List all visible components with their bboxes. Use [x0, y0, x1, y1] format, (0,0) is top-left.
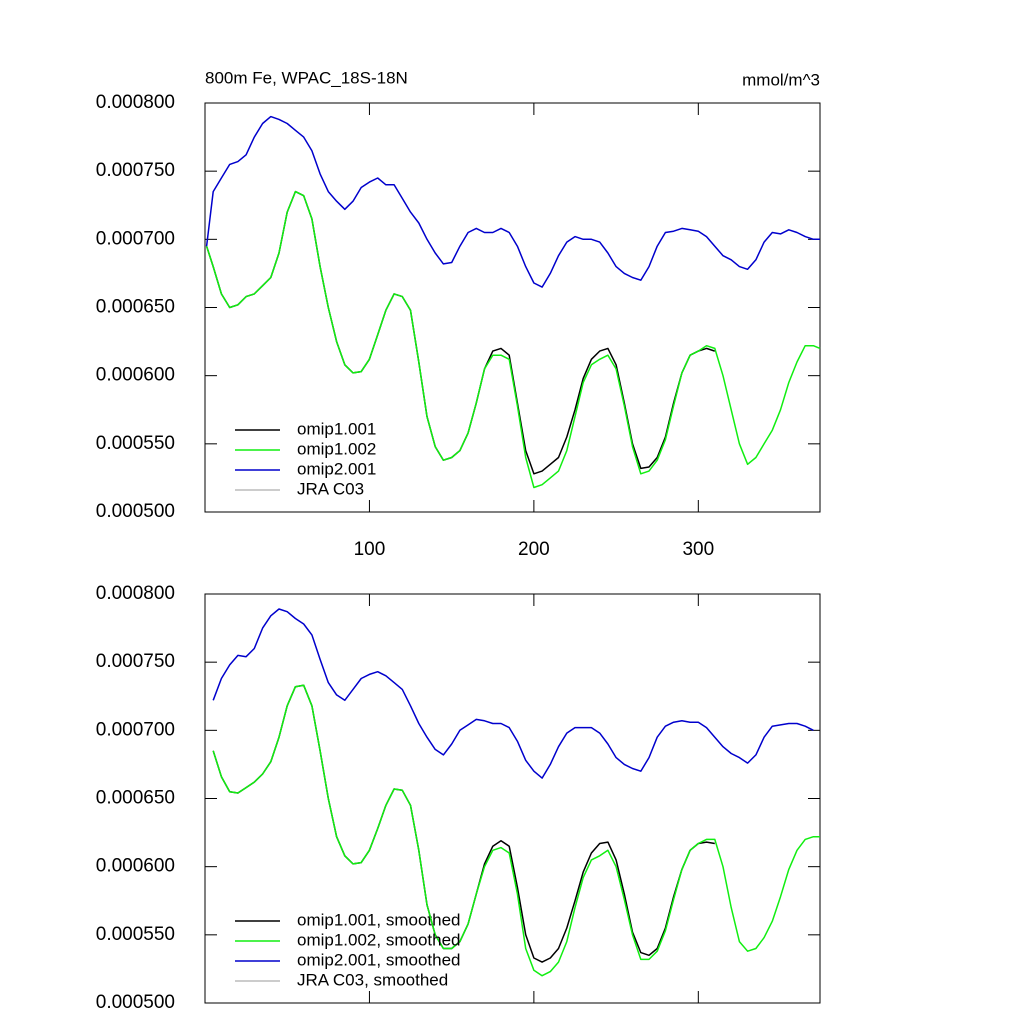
legend-label: omip1.001, smoothed	[297, 910, 461, 929]
y-tick-label: 0.000800	[96, 583, 175, 604]
y-tick-label: 0.000550	[96, 924, 175, 945]
y-tick-label: 0.000650	[96, 788, 175, 809]
y-tick-label: 0.000750	[96, 160, 175, 181]
x-tick-label: 300	[682, 539, 714, 560]
y-tick-label: 0.000700	[96, 719, 175, 740]
legend-label: JRA C03, smoothed	[297, 970, 448, 989]
y-tick-label: 0.000500	[96, 501, 175, 522]
y-tick-label: 0.000800	[96, 92, 175, 113]
x-tick-label: 100	[354, 539, 386, 560]
x-tick-label: 200	[518, 539, 550, 560]
legend-label: omip1.002, smoothed	[297, 930, 461, 949]
series-line	[212, 684, 820, 977]
y-tick-label: 0.000500	[96, 992, 175, 1013]
y-tick-label: 0.000600	[96, 856, 175, 877]
y-tick-label: 0.000700	[96, 228, 175, 249]
legend-label: omip2.001	[297, 459, 376, 478]
legend-label: omip1.002	[297, 439, 376, 458]
y-tick-label: 0.000550	[96, 433, 175, 454]
y-tick-label: 0.000750	[96, 651, 175, 672]
series-line	[205, 190, 821, 489]
legend-label: omip2.001, smoothed	[297, 950, 461, 969]
y-tick-label: 0.000600	[96, 365, 175, 386]
units-label: mmol/m^3	[742, 70, 820, 89]
chart-title: 800m Fe, WPAC_18S-18N	[205, 68, 408, 87]
series-line	[205, 115, 820, 288]
y-tick-label: 0.000650	[96, 297, 175, 318]
legend-label: omip1.001	[297, 419, 376, 438]
series-line	[212, 608, 814, 779]
legend-label: JRA C03	[297, 479, 364, 498]
